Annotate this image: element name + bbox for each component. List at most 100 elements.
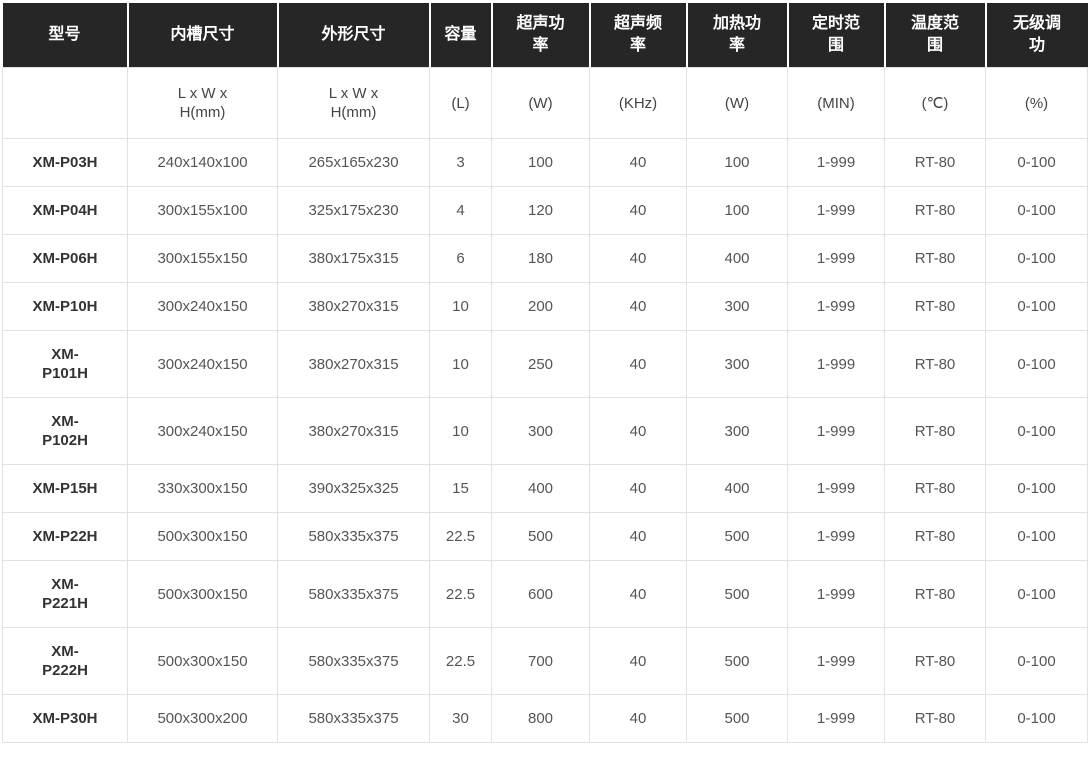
spec-cell: 500x300x200 <box>127 694 278 743</box>
spec-cell: 3 <box>429 138 492 187</box>
spec-cell: 300 <box>686 282 788 331</box>
spec-cell: 400 <box>491 464 590 513</box>
spec-cell: 1-999 <box>787 627 885 695</box>
model-cell: XM-P06H <box>2 234 128 283</box>
spec-cell: 6 <box>429 234 492 283</box>
spec-cell: 700 <box>491 627 590 695</box>
unit-cell: (℃) <box>884 67 986 139</box>
spec-cell: 40 <box>589 512 687 561</box>
spec-cell: 40 <box>589 694 687 743</box>
spec-cell: 380x270x315 <box>277 397 430 465</box>
spec-cell: 40 <box>589 330 687 398</box>
unit-cell: (W) <box>491 67 590 139</box>
spec-cell: 40 <box>589 627 687 695</box>
spec-cell: 40 <box>589 186 687 235</box>
spec-cell: 330x300x150 <box>127 464 278 513</box>
spec-cell: 1-999 <box>787 234 885 283</box>
spec-cell: 380x175x315 <box>277 234 430 283</box>
header-cell: 定时范 围 <box>787 3 886 68</box>
header-cell: 型号 <box>2 3 129 68</box>
model-cell: XM- P101H <box>2 330 128 398</box>
spec-cell: 40 <box>589 138 687 187</box>
header-cell: 无级调 功 <box>985 3 1088 68</box>
unit-cell: L x W x H(mm) <box>277 67 430 139</box>
spec-cell: 1-999 <box>787 512 885 561</box>
spec-cell: 500 <box>491 512 590 561</box>
spec-cell: 120 <box>491 186 590 235</box>
spec-cell: 400 <box>686 234 788 283</box>
spec-cell: 300x240x150 <box>127 282 278 331</box>
table-row: XM- P102H 300x240x150 380x270x315 10 300 40 30… <box>2 397 1088 465</box>
spec-cell: 22.5 <box>429 627 492 695</box>
spec-cell: 1-999 <box>787 464 885 513</box>
spec-cell: 1-999 <box>787 560 885 628</box>
spec-cell: 500x300x150 <box>127 627 278 695</box>
spec-cell: 400 <box>686 464 788 513</box>
spec-cell: 300x155x100 <box>127 186 278 235</box>
spec-cell: 300x155x150 <box>127 234 278 283</box>
spec-cell: 0-100 <box>985 282 1088 331</box>
table-row: XM-P30H 500x300x200 580x335x375 30 800 40 500 1… <box>2 694 1088 743</box>
spec-cell: 22.5 <box>429 512 492 561</box>
spec-cell: RT-80 <box>884 282 986 331</box>
spec-cell: RT-80 <box>884 512 986 561</box>
spec-cell: 0-100 <box>985 627 1088 695</box>
unit-cell: L x W x H(mm) <box>127 67 278 139</box>
spec-cell: 40 <box>589 464 687 513</box>
unit-cell: (KHz) <box>589 67 687 139</box>
spec-cell: 300 <box>491 397 590 465</box>
header-cell: 温度范 围 <box>884 3 987 68</box>
table-row: XM-P22H 500x300x150 580x335x375 22.5 500 40 50… <box>2 512 1088 561</box>
spec-cell: RT-80 <box>884 138 986 187</box>
spec-cell: 500 <box>686 512 788 561</box>
unit-row: L x W x H(mm) L x W x H(mm) (L) (W) (KHz) (W)… <box>2 67 1088 139</box>
spec-cell: RT-80 <box>884 186 986 235</box>
spec-cell: RT-80 <box>884 464 986 513</box>
spec-cell: 300 <box>686 330 788 398</box>
table-body: XM-P03H 240x140x100 265x165x230 3 100 40 100 1-… <box>2 138 1088 743</box>
spec-cell: 0-100 <box>985 234 1088 283</box>
spec-cell: 325x175x230 <box>277 186 430 235</box>
spec-cell: 4 <box>429 186 492 235</box>
spec-cell: 10 <box>429 397 492 465</box>
spec-cell: RT-80 <box>884 627 986 695</box>
table-row: XM- P221H 500x300x150 580x335x375 22.5 600 40… <box>2 560 1088 628</box>
spec-cell: 0-100 <box>985 330 1088 398</box>
header-cell: 加热功 率 <box>686 3 789 68</box>
spec-cell: 0-100 <box>985 138 1088 187</box>
spec-cell: 580x335x375 <box>277 512 430 561</box>
spec-cell: 30 <box>429 694 492 743</box>
spec-cell: 500 <box>686 560 788 628</box>
spec-cell: 800 <box>491 694 590 743</box>
spec-cell: 100 <box>686 138 788 187</box>
unit-cell <box>2 67 128 139</box>
spec-cell: RT-80 <box>884 560 986 628</box>
spec-cell: 240x140x100 <box>127 138 278 187</box>
spec-cell: 200 <box>491 282 590 331</box>
model-cell: XM-P10H <box>2 282 128 331</box>
model-cell: XM-P30H <box>2 694 128 743</box>
spec-cell: 380x270x315 <box>277 282 430 331</box>
header-cell: 超声频 率 <box>589 3 688 68</box>
table-row: XM- P222H 500x300x150 580x335x375 22.5 700 40… <box>2 627 1088 695</box>
header-cell: 超声功 率 <box>491 3 591 68</box>
table-row: XM-P10H 300x240x150 380x270x315 10 200 40 300 1… <box>2 282 1088 331</box>
product-spec-table: 型号 内槽尺寸 外形尺寸 容量 超声功 率超声频 率加热功 率定时范 围温度范 围无级调… <box>2 3 1088 743</box>
header-row: 型号 内槽尺寸 外形尺寸 容量 超声功 率超声频 率加热功 率定时范 围温度范 围无级调… <box>2 3 1088 68</box>
spec-cell: 1-999 <box>787 397 885 465</box>
spec-cell: 40 <box>589 560 687 628</box>
table-row: XM-P04H 300x155x100 325x175x230 4 120 40 100 1-… <box>2 186 1088 235</box>
spec-cell: 100 <box>686 186 788 235</box>
spec-cell: 1-999 <box>787 330 885 398</box>
spec-cell: RT-80 <box>884 397 986 465</box>
unit-cell: (L) <box>429 67 492 139</box>
spec-cell: 0-100 <box>985 560 1088 628</box>
header-cell: 容量 <box>429 3 493 68</box>
spec-cell: 1-999 <box>787 186 885 235</box>
spec-cell: 380x270x315 <box>277 330 430 398</box>
spec-cell: RT-80 <box>884 694 986 743</box>
model-cell: XM- P102H <box>2 397 128 465</box>
spec-cell: 300 <box>686 397 788 465</box>
spec-cell: 265x165x230 <box>277 138 430 187</box>
spec-cell: 390x325x325 <box>277 464 430 513</box>
